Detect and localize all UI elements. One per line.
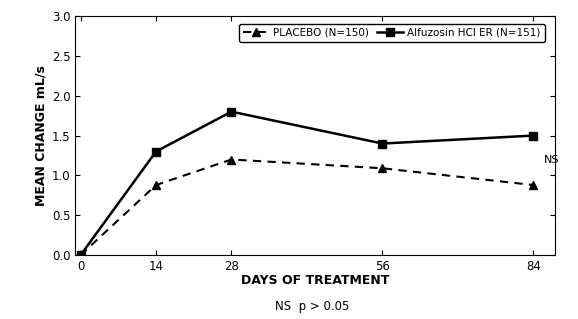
PLACEBO (N=150) xyxy=(379,167,386,170)
Legend: PLACEBO (N=150), Alfuzosin HCl ER (N=151): PLACEBO (N=150), Alfuzosin HCl ER (N=151… xyxy=(239,24,545,42)
PLACEBO (N=150) xyxy=(153,183,160,187)
Alfuzosin HCl ER (N=151) xyxy=(77,253,84,257)
X-axis label: DAYS OF TREATMENT: DAYS OF TREATMENT xyxy=(241,274,389,287)
Line: Alfuzosin HCl ER (N=151): Alfuzosin HCl ER (N=151) xyxy=(76,108,538,259)
Alfuzosin HCl ER (N=151) xyxy=(228,110,235,114)
PLACEBO (N=150) xyxy=(77,253,84,257)
PLACEBO (N=150) xyxy=(530,183,537,187)
Alfuzosin HCl ER (N=151) xyxy=(530,134,537,137)
Text: NS  p > 0.05: NS p > 0.05 xyxy=(275,300,349,313)
PLACEBO (N=150) xyxy=(228,158,235,161)
Alfuzosin HCl ER (N=151) xyxy=(153,150,160,153)
Line: PLACEBO (N=150): PLACEBO (N=150) xyxy=(76,155,538,259)
Alfuzosin HCl ER (N=151) xyxy=(379,142,386,145)
Text: NS: NS xyxy=(544,155,560,165)
Y-axis label: MEAN CHANGE mL/s: MEAN CHANGE mL/s xyxy=(35,65,47,206)
